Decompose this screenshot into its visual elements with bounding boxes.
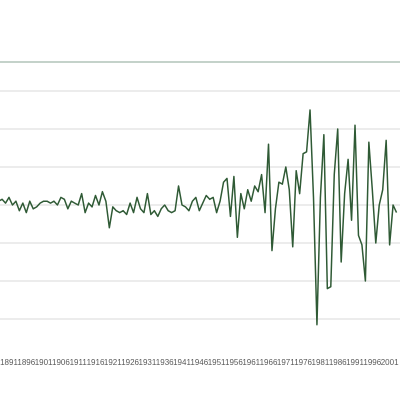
x-tick-label: 1981 — [312, 358, 330, 367]
x-tick-label: 1976 — [294, 358, 312, 367]
x-tick-label: 1896 — [17, 358, 35, 367]
x-tick-label: 1966 — [260, 358, 278, 367]
x-tick-label: 2001 — [381, 358, 399, 367]
data-line — [0, 109, 398, 326]
x-tick-label: 1911 — [70, 358, 88, 367]
x-tick-label: 1961 — [242, 358, 260, 367]
x-tick-label: 1906 — [52, 358, 70, 367]
x-tick-label: 1971 — [277, 358, 295, 367]
x-tick-label: 1936 — [156, 358, 174, 367]
x-tick-label: 1986 — [329, 358, 347, 367]
x-tick-label: 1916 — [87, 358, 105, 367]
x-tick-label: 1946 — [190, 358, 208, 367]
x-tick-label: 1991 — [346, 358, 364, 367]
x-tick-label: 1921 — [104, 358, 122, 367]
x-tick-label: 1931 — [139, 358, 157, 367]
x-tick-label: 1926 — [121, 358, 139, 367]
x-tick-label: 1956 — [225, 358, 243, 367]
x-tick-label: 1901 — [35, 358, 53, 367]
x-tick-label: 1891 — [0, 358, 18, 367]
x-tick-label: 1951 — [208, 358, 226, 367]
x-tick-label: 1941 — [173, 358, 191, 367]
x-tick-label: 1996 — [363, 358, 381, 367]
